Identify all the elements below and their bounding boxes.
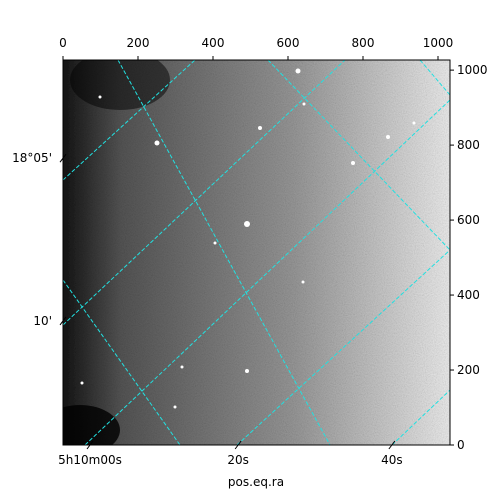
x-tick-label: 600 bbox=[277, 36, 300, 50]
plot-frame bbox=[62, 59, 451, 446]
y-tick-label: 400 bbox=[457, 288, 480, 302]
y-tick-label: 1000 bbox=[457, 63, 488, 77]
x-axis-label: pos.eq.ra bbox=[228, 475, 284, 489]
dec-tick-label: 10' bbox=[33, 314, 52, 328]
sky-image bbox=[63, 60, 450, 445]
dec-tick bbox=[59, 153, 67, 163]
y-tick-label: 200 bbox=[457, 363, 480, 377]
y-tick-label: 600 bbox=[457, 213, 480, 227]
wcs-grid bbox=[63, 60, 450, 445]
x-tick-label: 400 bbox=[202, 36, 225, 50]
y-tick-label: 0 bbox=[457, 438, 465, 452]
ra-tick-label: 5h10m00s bbox=[58, 453, 122, 467]
ra-tick bbox=[388, 440, 396, 450]
ra-tick-label: 40s bbox=[381, 453, 403, 467]
y-tick-label: 800 bbox=[457, 138, 480, 152]
ra-tick bbox=[234, 440, 242, 450]
ra-tick-label: 20s bbox=[227, 453, 249, 467]
x-tick-label: 0 bbox=[59, 36, 67, 50]
dec-tick-label: 18°05' bbox=[12, 151, 52, 165]
ra-tick bbox=[86, 440, 94, 450]
x-tick-label: 200 bbox=[127, 36, 150, 50]
x-tick-label: 800 bbox=[352, 36, 375, 50]
x-tick-label: 1000 bbox=[423, 36, 454, 50]
dec-tick bbox=[59, 316, 67, 326]
